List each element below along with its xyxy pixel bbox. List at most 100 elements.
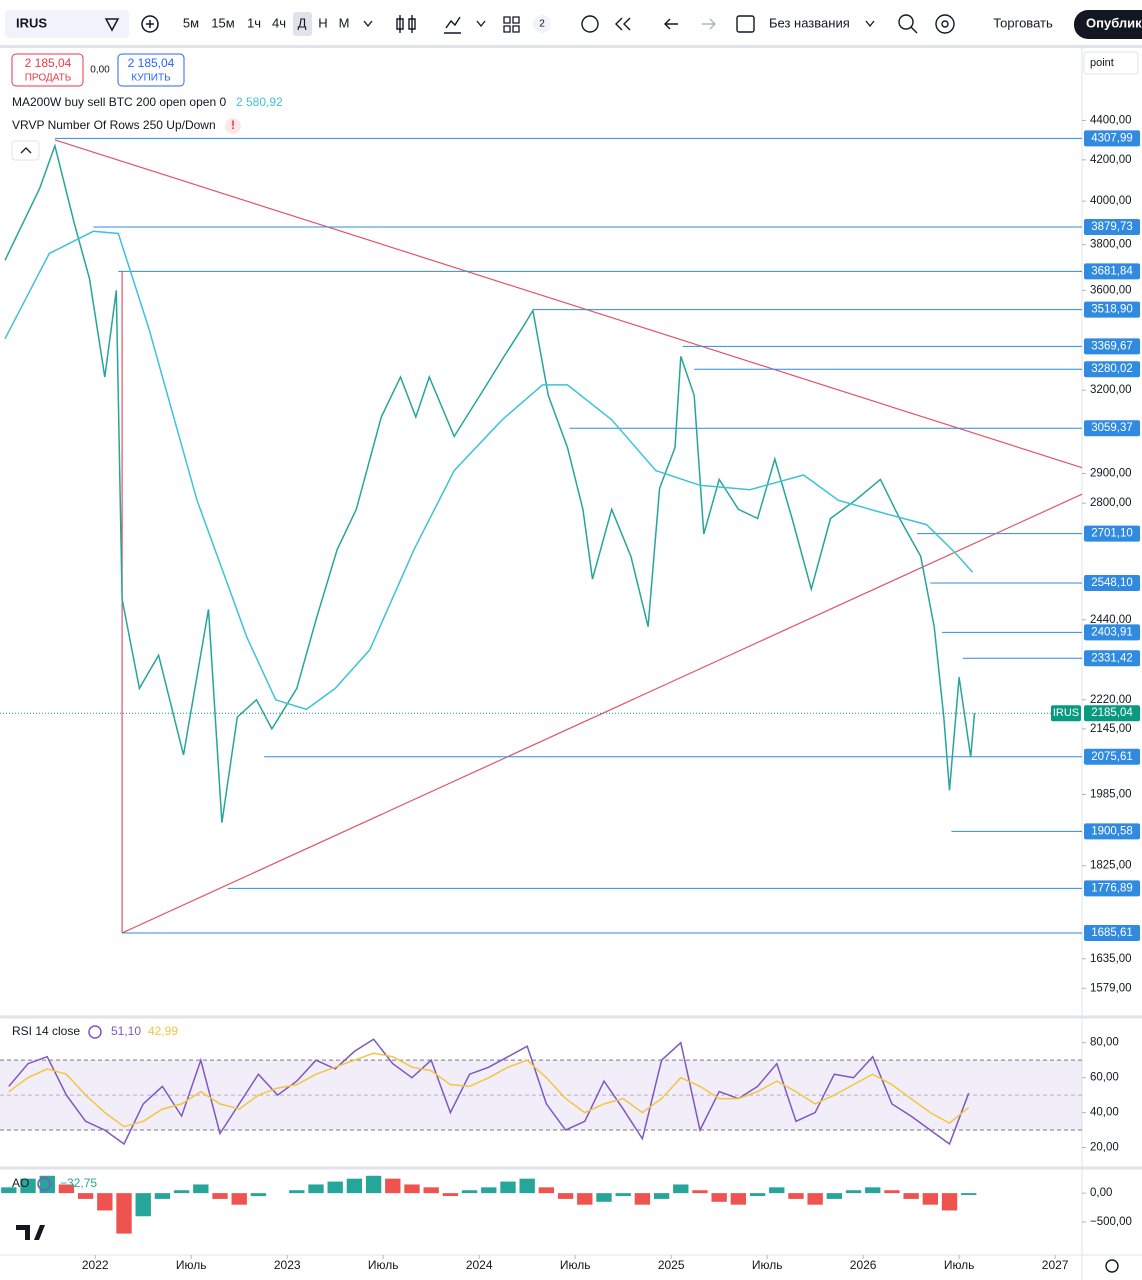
axis-settings-button[interactable]: [1105, 1259, 1119, 1273]
ao-bar: [500, 1181, 516, 1194]
publish-button[interactable]: [1074, 10, 1142, 39]
collapse-legend-button[interactable]: [11, 140, 40, 161]
indicators-dropdown[interactable]: [476, 20, 486, 28]
series-line: [8, 1038, 970, 1146]
ao-value: −32,75: [60, 1176, 97, 1190]
chart-type-button[interactable]: [396, 15, 416, 33]
layout-dropdown[interactable]: [865, 20, 875, 28]
level-label: 2075,61: [1091, 751, 1133, 763]
y-tick-label: 3600,00: [1090, 284, 1132, 296]
trend-line: [121, 493, 1083, 934]
y-tick-label: 4000,00: [1090, 195, 1132, 207]
scale-mode-button[interactable]: [1083, 51, 1139, 75]
ao-bar: [423, 1187, 439, 1194]
indicators-button[interactable]: [444, 16, 461, 34]
trend-line: [54, 139, 1083, 469]
level-tag: [1084, 338, 1140, 355]
y-tick-label: 60,00: [1090, 1072, 1119, 1084]
undo-button[interactable]: [664, 18, 678, 30]
level-label: 1776,89: [1091, 882, 1133, 894]
y-tick-label: 2800,00: [1090, 497, 1132, 509]
layout-name[interactable]: Без названия: [769, 15, 850, 30]
level-label: 3280,02: [1091, 363, 1133, 375]
ao-bar: [154, 1193, 171, 1199]
ao-bar: [20, 1178, 36, 1194]
level-label: 2403,91: [1091, 626, 1133, 638]
ao-bar: [308, 1184, 324, 1194]
interval-dropdown[interactable]: [363, 20, 373, 28]
y-tick-label: 80,00: [1090, 1037, 1119, 1049]
interval[interactable]: М: [339, 15, 350, 30]
last-price-label: 2185,04: [1091, 707, 1133, 719]
y-tick-label: 1825,00: [1090, 860, 1132, 872]
level-tag: [1084, 361, 1140, 378]
search-button[interactable]: [898, 14, 914, 30]
buy-button[interactable]: [117, 53, 185, 87]
ao-bar: [941, 1193, 958, 1211]
settings-button[interactable]: [935, 14, 955, 34]
ao-bar: [634, 1193, 651, 1205]
sell-button[interactable]: [11, 53, 84, 87]
ao-bar: [807, 1193, 823, 1205]
ao-bar: [596, 1193, 612, 1202]
sell-price: 2 185,04: [25, 56, 72, 70]
warning-icon: !: [231, 118, 235, 132]
ao-bar: [845, 1190, 862, 1194]
replay-button[interactable]: [615, 17, 631, 31]
redo-button[interactable]: [702, 18, 716, 30]
trade-button[interactable]: Торговать: [993, 15, 1053, 30]
alert-button[interactable]: [581, 15, 599, 33]
level-label: 2548,10: [1091, 577, 1133, 589]
interval[interactable]: Д: [298, 15, 307, 30]
buy-price: 2 185,04: [128, 56, 175, 70]
y-tick-label: 2900,00: [1090, 468, 1132, 480]
level-label: 3369,67: [1091, 340, 1133, 352]
level-tag: [1084, 880, 1140, 897]
ao-bar: [327, 1181, 343, 1194]
level-tag: [1084, 130, 1140, 147]
ao-bar: [173, 1190, 190, 1194]
search-handle: [910, 26, 918, 34]
level-tag: [1084, 301, 1140, 318]
ao-bar: [231, 1193, 247, 1205]
ao-bar: [385, 1178, 401, 1194]
spread: 0,00: [90, 65, 110, 76]
interval[interactable]: 4ч: [272, 15, 286, 30]
ao-bar: [461, 1190, 478, 1194]
ao-bar: [577, 1193, 593, 1205]
ao-bar: [58, 1184, 75, 1194]
y-tick-label: 4200,00: [1090, 154, 1132, 166]
x-tick-label: 2023: [274, 1258, 301, 1272]
compare-button[interactable]: [141, 15, 159, 33]
interval[interactable]: Н: [318, 15, 327, 30]
publish-label: Опубликовать: [1086, 15, 1142, 30]
interval[interactable]: 15м: [211, 15, 234, 30]
level-tag: [1084, 748, 1140, 765]
series-line: [8, 1052, 970, 1128]
ao-bar: [826, 1193, 843, 1199]
x-tick-label: 2027: [1042, 1258, 1069, 1272]
ao-icon: [37, 1177, 51, 1191]
layout-checkbox[interactable]: [736, 15, 755, 33]
rsi-value: 51,10: [111, 1024, 141, 1038]
rsi-icon: [88, 1025, 102, 1039]
ao-bar: [692, 1190, 708, 1194]
ao-bar: [519, 1178, 535, 1194]
ao-bar: [193, 1184, 209, 1194]
level-tag: [1084, 263, 1140, 280]
ao-bar: [749, 1193, 766, 1197]
rsi-signal-value: 42,99: [148, 1024, 178, 1038]
warning-badge[interactable]: [225, 118, 241, 134]
overlay-legend: VRVP Number Of Rows 250 Up/Down: [12, 118, 216, 132]
ao-bar: [1, 1187, 17, 1194]
ma-legend-name: MA200W buy sell BTC 200 open open 0: [12, 95, 226, 109]
ao-bar: [250, 1193, 267, 1197]
symbol-search[interactable]: [5, 10, 129, 38]
level-tag: [1084, 823, 1140, 840]
symbol-icon[interactable]: [104, 18, 120, 32]
interval[interactable]: 5м: [183, 15, 199, 30]
layout-button[interactable]: [503, 16, 520, 33]
ao-bar: [212, 1193, 228, 1199]
interval[interactable]: 1ч: [247, 15, 261, 30]
